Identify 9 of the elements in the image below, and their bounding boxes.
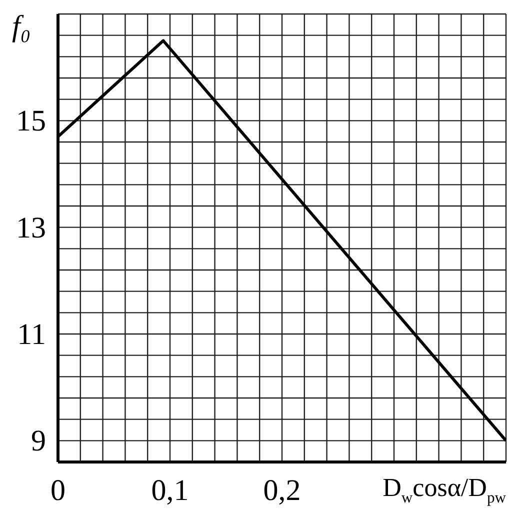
y-tick-label: 15 (16, 104, 46, 138)
y-tick-label: 13 (16, 211, 46, 244)
x-tick-label: 0,2 (263, 474, 301, 507)
y-axis-title: f₀ (12, 10, 31, 43)
x-tick-label: 0,1 (151, 474, 189, 507)
y-tick-label: 9 (31, 424, 46, 458)
x-tick-label: 0 (50, 474, 66, 507)
x-axis-title: D$_{w}$cosα/D$_{pw}$ (382, 473, 507, 506)
y-tick-label: 11 (17, 318, 46, 351)
